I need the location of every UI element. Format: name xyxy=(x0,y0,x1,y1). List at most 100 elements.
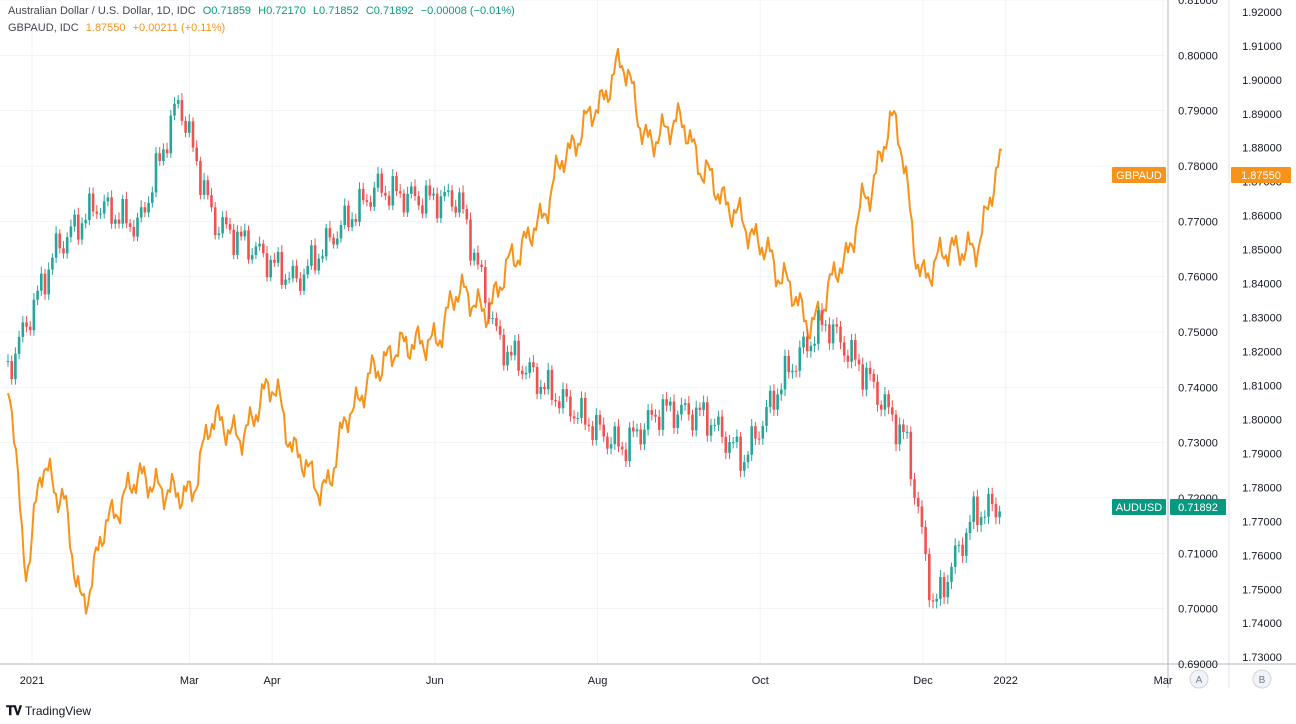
candle-body xyxy=(162,149,165,161)
candle-body xyxy=(114,219,117,224)
candle-body xyxy=(891,407,894,415)
candle-body xyxy=(953,545,957,567)
price-axis-left[interactable]: 0.81000 0.80000 0.79000 0.78000 0.77000 0.760… xyxy=(1178,0,1218,671)
candle-body xyxy=(676,414,679,428)
candle-body xyxy=(65,237,69,254)
candle-body xyxy=(558,401,561,409)
candle-body xyxy=(480,264,483,267)
candle-body xyxy=(606,436,609,449)
candle-body xyxy=(809,345,813,352)
candle-body xyxy=(165,149,169,154)
candle-body xyxy=(965,532,968,556)
tradingview-watermark[interactable]: 𝐓𝐕 TradingView xyxy=(6,703,91,719)
candle-body xyxy=(143,207,147,213)
candle-body xyxy=(336,238,339,245)
candle-body xyxy=(513,340,517,356)
candle-body xyxy=(287,278,291,280)
x-axis-tick: Mar xyxy=(180,675,199,687)
candle-body xyxy=(680,404,683,415)
candle-body xyxy=(517,340,520,371)
gbpaud-value-box xyxy=(1231,167,1291,183)
candle-body xyxy=(576,417,580,419)
candle-body xyxy=(21,322,25,337)
gbpaud-value: 1.87550 xyxy=(1241,170,1281,182)
candle-body xyxy=(731,441,735,443)
secondary-legend[interactable]: GBPAUD, IDC 1.87550 +0.00211 (+0.11%) xyxy=(8,22,229,34)
time-axis[interactable]: 2021 Mar Apr Jun Aug Oct Dec 2022 Mar xyxy=(20,675,1173,687)
candle-body xyxy=(587,424,591,427)
candle-body xyxy=(262,243,265,254)
x-axis-tick: 2021 xyxy=(20,675,44,687)
price-axis-left-bg[interactable] xyxy=(1168,0,1228,664)
candle-body xyxy=(968,521,972,533)
candle-body xyxy=(376,173,380,188)
candle-body xyxy=(324,228,328,257)
candle-body xyxy=(805,336,809,352)
candle-body xyxy=(328,228,332,238)
candle-body xyxy=(136,217,139,237)
candle-body xyxy=(669,401,672,406)
candle-body xyxy=(465,208,469,220)
candle-body xyxy=(868,367,872,374)
primary-legend[interactable]: Australian Dollar / U.S. Dollar, 1D, IDC… xyxy=(8,5,519,17)
candle-body xyxy=(957,544,961,546)
candle-body xyxy=(532,362,535,368)
price-axis-right-bg[interactable] xyxy=(1229,0,1296,664)
candle-body xyxy=(665,399,668,406)
candle-body xyxy=(225,217,228,225)
candle-body xyxy=(476,252,480,265)
secondary-legend-title: GBPAUD, IDC xyxy=(8,22,79,34)
candle-body xyxy=(820,310,824,325)
candle-body xyxy=(151,192,154,203)
secondary-legend-value: 1.87550 xyxy=(85,22,126,34)
candle-body xyxy=(857,359,861,365)
candle-body xyxy=(916,497,920,507)
candle-body xyxy=(365,200,369,203)
candle-body xyxy=(802,336,805,348)
left-axis-tick: 0.77000 xyxy=(1178,216,1218,228)
candle-body xyxy=(835,324,839,327)
candle-body xyxy=(6,361,10,363)
right-axis-tick: 1.76000 xyxy=(1242,550,1282,562)
legend-close: C0.71892 xyxy=(365,5,414,17)
candle-body xyxy=(439,196,443,219)
candle-body xyxy=(598,414,602,425)
candle-body xyxy=(528,362,531,373)
candle-body xyxy=(972,496,975,522)
candle-body xyxy=(361,188,365,201)
axis-button-b[interactable]: B xyxy=(1252,669,1272,689)
candle-body xyxy=(284,279,287,285)
right-axis-tick: 1.92000 xyxy=(1242,7,1282,19)
candle-body xyxy=(380,173,383,193)
candle-body xyxy=(928,554,931,601)
candle-body xyxy=(543,386,546,390)
candle-body xyxy=(861,364,864,390)
candle-body xyxy=(332,237,335,245)
candle-body xyxy=(657,416,661,430)
axis-button-a-label: A xyxy=(1196,675,1203,686)
axis-button-a[interactable]: A xyxy=(1189,669,1209,689)
right-axis-tick: 1.80000 xyxy=(1242,414,1282,426)
price-axis-right[interactable]: 1.920001.910001.900001.890001.880001.870… xyxy=(1242,7,1282,664)
candle-body xyxy=(469,219,472,261)
candle-body xyxy=(424,185,428,214)
candle-body xyxy=(36,290,39,300)
candle-body xyxy=(961,544,964,556)
audusd-price-tag: AUDUSD 0.71892 xyxy=(1112,499,1226,515)
candle-body xyxy=(850,340,853,362)
candle-body xyxy=(746,454,750,463)
candle-body xyxy=(147,202,150,213)
candle-body xyxy=(195,147,198,162)
candle-body xyxy=(273,259,276,263)
candle-body xyxy=(358,188,361,222)
candle-body xyxy=(484,266,487,303)
candle-body xyxy=(750,426,753,455)
candle-body xyxy=(706,402,709,436)
gbpaud-line xyxy=(7,47,1003,615)
candle-body xyxy=(14,353,17,380)
x-axis-tick: 2022 xyxy=(993,675,1017,687)
candle-body xyxy=(447,190,450,192)
candle-body xyxy=(735,436,739,442)
candle-body xyxy=(946,582,950,598)
